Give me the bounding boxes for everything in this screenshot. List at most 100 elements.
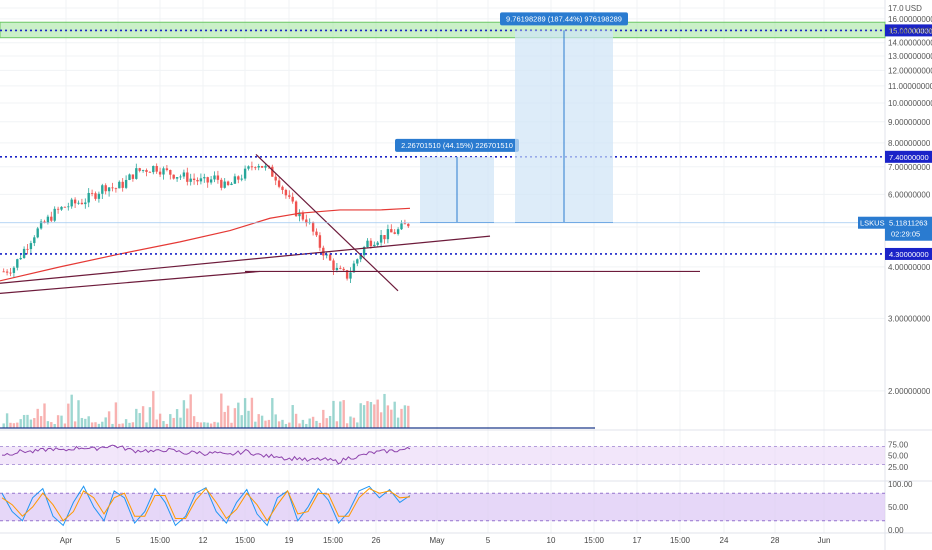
candle-body <box>118 181 121 189</box>
candle-body <box>22 248 26 258</box>
volume-bar <box>250 397 254 428</box>
volume-bar <box>33 418 36 428</box>
candle-body <box>311 222 315 232</box>
candle-body <box>114 188 118 190</box>
candle-body <box>254 167 257 169</box>
candle-body <box>165 168 169 170</box>
drawing-zones <box>0 21 886 39</box>
rsi-tick-label: 75.00 <box>888 440 909 449</box>
ascending-trendline <box>0 235 491 284</box>
price-level-tag <box>885 247 932 260</box>
volume-bar <box>145 422 148 428</box>
stoch-band <box>0 493 885 521</box>
candle-body <box>376 242 379 245</box>
volume-bar <box>342 400 345 428</box>
candle-body <box>50 216 53 221</box>
price-tick-label: 10.00000000 <box>888 99 932 108</box>
candle-body <box>131 174 135 179</box>
volume-bar <box>199 422 203 428</box>
volume-bar <box>390 409 393 428</box>
candle-body <box>379 235 383 243</box>
volume-bar <box>46 421 50 428</box>
volume-bar <box>274 414 277 428</box>
price-axis[interactable]: 17.0 USD 16.00000000 15.00000000 14.00000000… <box>0 4 932 396</box>
volume-bar <box>135 408 138 428</box>
volume-bar <box>216 422 220 428</box>
candle-body <box>216 175 220 180</box>
volume-bar <box>328 415 332 428</box>
candle-body <box>111 187 114 189</box>
candle-body <box>175 177 179 179</box>
candle-body <box>158 171 162 175</box>
time-axis[interactable]: Apr 5 15:00 12 15:00 19 15:00 26 May 5 10 15:00 17 15… <box>60 536 831 545</box>
time-tick-label: 15:00 <box>235 536 256 545</box>
candle-body <box>53 208 56 221</box>
time-tick-label: 10 <box>547 536 556 545</box>
volume-bar <box>233 408 237 428</box>
candle-body <box>260 165 264 168</box>
measure-label: 9.76198289 (187.44%) 976198289 <box>506 14 622 23</box>
time-tick-label: Apr <box>60 536 73 545</box>
candle-body <box>233 176 237 184</box>
candle-body <box>199 178 203 182</box>
volume-bar <box>53 423 56 428</box>
price-tick-label: 7.00000000 <box>888 163 931 172</box>
trendline-drawings[interactable] <box>0 153 700 294</box>
candle-body <box>220 179 223 188</box>
volume-bar <box>376 399 379 428</box>
volume-bar <box>260 415 264 428</box>
candle-body <box>56 208 60 210</box>
volume-bar <box>50 422 53 428</box>
volume-bar <box>257 414 260 428</box>
volume-bar <box>39 416 43 428</box>
candle-body <box>12 267 16 273</box>
candle-body <box>29 243 33 250</box>
volume-bar <box>111 423 114 428</box>
candle-body <box>87 192 90 203</box>
time-tick-label: 15:00 <box>584 536 605 545</box>
volume-bar <box>189 394 192 428</box>
candle-body <box>104 185 107 192</box>
volume-bar <box>206 422 209 428</box>
price-level-label: 7.40000000 <box>889 153 929 162</box>
volume-bar <box>352 417 356 428</box>
volume-bar <box>179 417 182 428</box>
candle-body <box>342 268 345 271</box>
volume-bar <box>220 393 223 428</box>
volume-bar <box>155 419 158 428</box>
measure-label-bg <box>500 12 628 26</box>
candle-body <box>97 193 101 199</box>
volume-bar <box>175 409 179 428</box>
volume-bar <box>192 416 196 428</box>
candle-body <box>9 272 12 274</box>
volume-bar <box>267 419 271 428</box>
candle-body <box>335 267 339 270</box>
volume-bar <box>386 405 390 428</box>
volume-bar <box>80 417 84 428</box>
candle-body <box>257 165 260 168</box>
candle-body <box>121 181 124 188</box>
measure-tools[interactable]: 2.26701510 (44.15%) 226701510 9.76198289 … <box>395 12 628 223</box>
candle-body <box>192 178 196 180</box>
time-tick-label: 19 <box>285 536 294 545</box>
candle-body <box>162 168 165 175</box>
volume-bar <box>138 413 141 428</box>
candle-body <box>107 187 111 192</box>
rsi-tick-label: 50.00 <box>888 452 909 461</box>
horizontal-levels[interactable]: 15.00000000 7.40000000 4.30000000 <box>0 24 932 260</box>
volume-bar <box>19 419 22 428</box>
volume-bar <box>393 401 396 428</box>
candle-body <box>356 259 359 264</box>
volume-bar <box>284 423 288 428</box>
candle-body <box>250 166 254 168</box>
candle-body <box>281 186 284 190</box>
candle-body <box>400 223 403 230</box>
time-tick-label: 24 <box>720 536 729 545</box>
candle-body <box>63 206 67 208</box>
candle-body <box>16 259 19 268</box>
volume-bar <box>158 413 162 428</box>
volume-bar <box>359 403 362 428</box>
price-tick-label: 3.00000000 <box>888 314 931 323</box>
volume-bar <box>186 408 189 428</box>
